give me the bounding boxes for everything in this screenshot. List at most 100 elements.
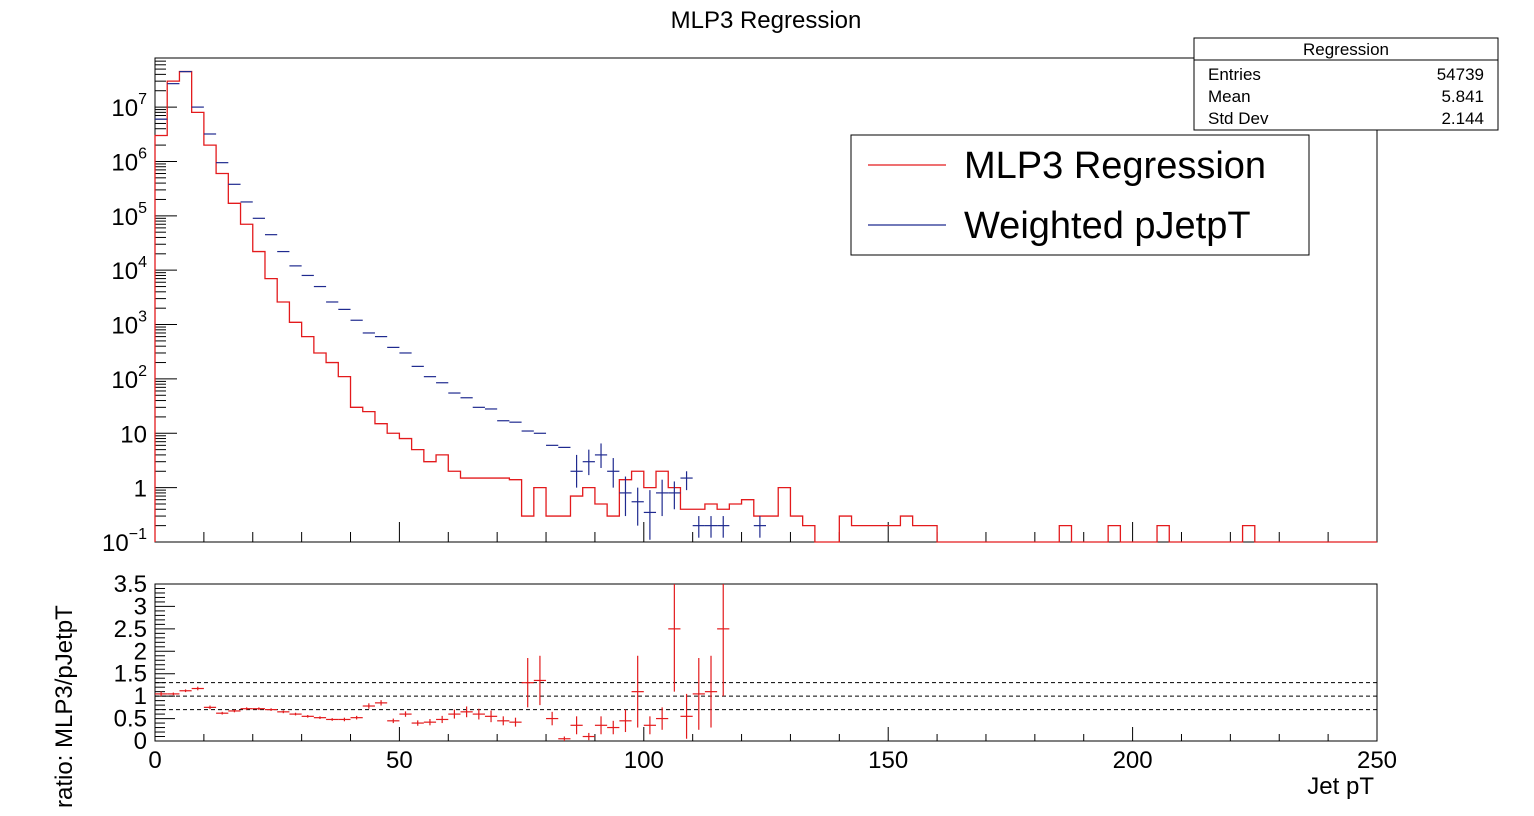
weighted-point	[753, 516, 766, 538]
lower-y-tick-label: 0	[134, 728, 147, 755]
ratio-point	[484, 710, 498, 723]
ratio-point	[509, 717, 522, 727]
ratio-point	[289, 712, 302, 716]
chart-title: MLP3 Regression	[671, 7, 862, 34]
ratio-point	[497, 716, 510, 726]
stats-entries-value: 54739	[1437, 65, 1484, 84]
ratio-point	[533, 655, 547, 706]
ratio-point	[179, 689, 192, 693]
ratio-point	[594, 716, 608, 735]
ratio-point	[216, 711, 229, 715]
ratio-point	[411, 720, 424, 726]
upper-y-tick-label: 10	[120, 421, 147, 448]
ratio-point	[521, 658, 534, 708]
ratio-point	[619, 709, 632, 733]
mlp-step-line	[154, 70, 1377, 543]
weighted-point	[570, 454, 583, 488]
ratio-point	[191, 686, 204, 691]
ratio-point	[362, 703, 375, 709]
lower-y-tick-label: 2	[134, 638, 147, 665]
ratio-point	[252, 707, 265, 711]
ratio-point	[668, 584, 681, 692]
legend-frame	[850, 134, 1310, 256]
ratio-point	[326, 718, 339, 721]
upper-y-tick-label: 107	[111, 91, 147, 122]
x-tick-label: 250	[1357, 747, 1397, 774]
ratio-point	[155, 691, 168, 697]
x-axis-title: Jet pT	[1307, 773, 1374, 800]
lower-y-tick-label: 3	[134, 593, 147, 620]
x-tick-label: 200	[1113, 747, 1153, 774]
stats-mean-value: 5.841	[1441, 87, 1484, 106]
ratio-point	[313, 716, 327, 720]
stats-stddev-value: 2.144	[1441, 109, 1484, 128]
weighted-point	[656, 479, 669, 517]
ratio-reference-lines	[155, 682, 1377, 711]
ratio-point	[167, 692, 180, 696]
lower-y-tick-label: 3.5	[114, 571, 147, 598]
mlp-histogram	[154, 70, 1377, 543]
ratio-point	[704, 655, 718, 728]
ratio-point	[301, 714, 314, 718]
ratio-points	[155, 584, 730, 741]
ratio-point	[582, 732, 595, 741]
stats-title: Regression	[1303, 40, 1389, 59]
weighted-point	[680, 471, 693, 491]
lower-y-tick-label: 2.5	[114, 616, 147, 643]
y-axis-title-ratio: ratio: MLP3/pJetpT	[51, 605, 78, 808]
x-tick-label: 150	[868, 747, 908, 774]
weighted-point	[582, 449, 595, 476]
weighted-point	[692, 516, 705, 538]
x-tick-label: 100	[624, 747, 664, 774]
ratio-point	[350, 715, 363, 720]
ratio-point	[680, 693, 693, 739]
lower-y-tick-label: 0.5	[114, 706, 147, 733]
ratio-point	[570, 716, 583, 735]
ratio-point	[228, 709, 241, 713]
ratio-point	[656, 707, 669, 730]
upper-y-tick-label: 102	[111, 363, 147, 394]
stats-entries-label: Entries	[1208, 65, 1261, 84]
ratio-point	[717, 584, 730, 697]
legend: MLP3 Regression Weighted pJetpT	[850, 134, 1310, 256]
ratio-point	[374, 700, 388, 706]
upper-tick-labels: 10−1 1 10 102 103 104 105 106 107	[102, 91, 147, 557]
weighted-points	[155, 70, 766, 540]
ratio-point	[692, 658, 705, 730]
weighted-point	[631, 487, 644, 526]
weighted-point	[607, 458, 620, 488]
stats-frame	[1193, 37, 1499, 131]
ratio-point	[240, 707, 253, 711]
lower-tick-labels: 00.511.522.533.5 0 50 100 150 200 250	[114, 571, 1397, 774]
weighted-point	[643, 490, 657, 540]
lower-frame	[154, 583, 1378, 742]
ratio-point	[472, 708, 485, 720]
x-tick-label: 50	[386, 747, 413, 774]
ratio-point	[203, 705, 217, 710]
lower-y-tick-label: 1	[134, 683, 147, 710]
lower-y-tick-label: 1.5	[114, 661, 147, 688]
weighted-point	[668, 481, 681, 510]
stats-stddev-label: Std Dev	[1208, 109, 1269, 128]
upper-y-tick-label: 103	[111, 309, 147, 340]
stats-mean-label: Mean	[1208, 87, 1251, 106]
ratio-point	[436, 715, 449, 724]
upper-y-tick-label: 10−1	[102, 526, 147, 557]
legend-label-mlp: MLP3 Regression	[964, 145, 1266, 187]
weighted-point	[619, 476, 632, 517]
weighted-point	[594, 443, 608, 468]
stats-box: Regression Entries 54739 Mean 5.841 Std …	[1193, 37, 1499, 131]
legend-label-weighted: Weighted pJetpT	[964, 205, 1251, 247]
weighted-point	[704, 516, 718, 538]
ratio-point	[558, 736, 571, 741]
upper-frame	[154, 57, 1378, 543]
ratio-point	[338, 717, 351, 722]
ratio-point	[546, 711, 559, 726]
ratio-point	[448, 709, 461, 719]
upper-axes	[154, 57, 1378, 543]
upper-y-tick-label: 104	[111, 254, 147, 285]
ratio-point	[631, 655, 644, 728]
upper-y-tick-label: 1	[134, 476, 147, 503]
ratio-point	[277, 710, 290, 714]
